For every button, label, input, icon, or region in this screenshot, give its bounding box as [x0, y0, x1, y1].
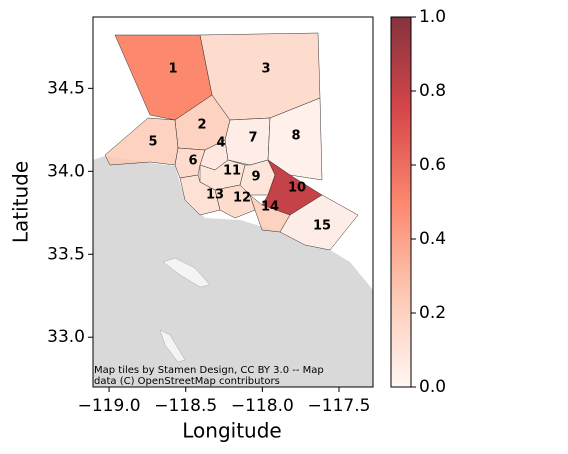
y-tick-label: 33.0	[47, 327, 85, 347]
colorbar-tick-label: 0.6	[419, 155, 446, 175]
plot-frame	[92, 16, 374, 388]
colorbar	[390, 16, 412, 388]
colorbar-tick-label: 0.8	[419, 81, 446, 101]
region	[279, 194, 359, 251]
x-tick-label: −119.0	[78, 396, 141, 416]
region-label: 11	[223, 164, 241, 179]
x-tick-label: −117.5	[308, 396, 371, 416]
y-axis-label: Latitude	[9, 161, 33, 243]
region-label: 1	[168, 62, 177, 77]
x-axis-label: Longitude	[182, 419, 281, 443]
x-tick-label: −118.0	[231, 396, 294, 416]
island	[159, 329, 186, 363]
y-tick-label: 34.5	[47, 78, 85, 98]
region-label: 8	[291, 129, 300, 144]
region-label: 14	[261, 200, 279, 215]
attribution: Map tiles by Stamen Design, CC BY 3.0 --…	[94, 365, 324, 376]
region	[267, 97, 323, 181]
regions	[104, 32, 359, 251]
y-tick-label: 34.0	[47, 161, 85, 181]
region-label: 13	[206, 188, 224, 203]
region-label: 10	[288, 181, 306, 196]
region-label: 2	[197, 118, 206, 133]
island	[162, 257, 211, 288]
region-label: 6	[188, 154, 197, 169]
region-label: 4	[216, 136, 225, 151]
region-label: 15	[313, 219, 331, 234]
x-tick-label: −118.5	[154, 396, 217, 416]
region-label: 7	[248, 131, 257, 146]
colorbar-tick-label: 1.0	[419, 7, 446, 27]
region	[179, 174, 221, 216]
colorbar-tick-label: 0.4	[419, 229, 446, 249]
y-tick-label: 33.5	[47, 244, 85, 264]
ocean	[93, 156, 373, 387]
colorbar-tick-label: 0.0	[419, 377, 446, 397]
region-label: 9	[251, 170, 260, 185]
colorbar-tick-label: 0.2	[419, 303, 446, 323]
attribution: data (C) OpenStreetMap contributors	[94, 376, 280, 387]
region-label: 5	[148, 135, 157, 150]
region-label: 3	[261, 62, 270, 77]
region-label: 12	[233, 191, 251, 206]
